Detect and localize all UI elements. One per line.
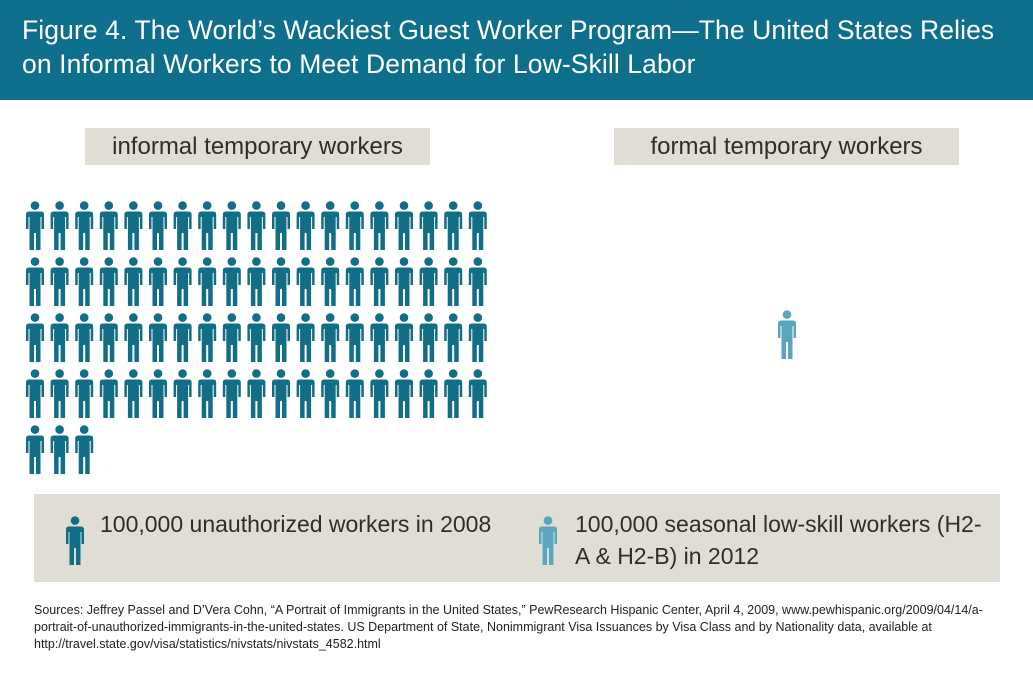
figure-title: Figure 4. The World’s Wackiest Guest Wor… xyxy=(22,15,995,79)
informal-worker-icon xyxy=(419,201,438,250)
informal-worker-icon xyxy=(26,257,44,306)
informal-worker-icon xyxy=(149,257,167,306)
informal-worker-icon xyxy=(370,313,389,362)
informal-worker-icon xyxy=(149,313,167,362)
informal-worker-icon xyxy=(395,313,413,362)
informal-worker-icon xyxy=(345,201,364,250)
informal-worker-icon xyxy=(444,257,463,306)
legend-text-formal: 100,000 seasonal low-skill workers (H2-A… xyxy=(575,511,982,569)
informal-worker-icon xyxy=(50,313,69,362)
informal-worker-icon xyxy=(247,257,266,306)
informal-worker-icon xyxy=(419,257,438,306)
informal-worker-icon xyxy=(345,257,364,306)
informal-worker-icon xyxy=(50,425,69,474)
informal-worker-icon xyxy=(50,201,69,250)
formal-group-label: formal temporary workers xyxy=(614,128,959,165)
informal-worker-icon xyxy=(468,201,487,250)
informal-worker-icon xyxy=(222,257,241,306)
informal-worker-icon xyxy=(173,257,192,306)
informal-worker-icon xyxy=(370,369,389,418)
informal-worker-icon xyxy=(124,369,143,418)
informal-worker-icon xyxy=(419,369,438,418)
informal-worker-icon xyxy=(222,369,241,418)
informal-worker-icon xyxy=(296,313,315,362)
informal-worker-icon xyxy=(468,313,487,362)
informal-worker-icon xyxy=(321,313,340,362)
informal-worker-icon xyxy=(370,201,389,250)
legend-box: 100,000 unauthorized workers in 2008 100… xyxy=(34,494,1000,582)
informal-worker-icon xyxy=(272,313,290,362)
informal-worker-icon xyxy=(345,313,364,362)
informal-worker-icon xyxy=(272,369,290,418)
informal-worker-icon xyxy=(198,257,217,306)
formal-worker-icon xyxy=(539,516,557,565)
formal-worker-icon xyxy=(778,310,796,359)
informal-worker-icon xyxy=(247,313,266,362)
informal-worker-icon xyxy=(75,313,94,362)
informal-worker-icon xyxy=(149,369,167,418)
informal-worker-icon xyxy=(124,201,143,250)
pictogram-chart xyxy=(26,201,796,474)
informal-worker-icon xyxy=(50,369,69,418)
informal-worker-icon xyxy=(173,313,192,362)
informal-worker-icon xyxy=(173,201,192,250)
informal-worker-icon xyxy=(222,201,241,250)
informal-worker-icon xyxy=(272,201,290,250)
informal-worker-icon xyxy=(75,425,94,474)
informal-worker-icon xyxy=(75,201,94,250)
informal-worker-icon xyxy=(370,257,389,306)
informal-worker-icon xyxy=(222,313,241,362)
informal-worker-icon xyxy=(296,201,315,250)
legend-text-informal: 100,000 unauthorized workers in 2008 xyxy=(100,511,492,537)
informal-worker-icon xyxy=(124,257,143,306)
informal-worker-icon xyxy=(26,425,44,474)
informal-worker-icon xyxy=(395,369,413,418)
informal-worker-icon xyxy=(124,313,143,362)
informal-worker-icon xyxy=(395,257,413,306)
informal-worker-icon xyxy=(321,257,340,306)
informal-worker-icon xyxy=(444,313,463,362)
informal-worker-icon xyxy=(50,257,69,306)
informal-worker-icon xyxy=(395,201,413,250)
informal-worker-icon xyxy=(99,313,118,362)
informal-worker-icon xyxy=(468,369,487,418)
informal-worker-icon xyxy=(444,369,463,418)
informal-worker-icon xyxy=(321,369,340,418)
informal-worker-icon xyxy=(198,369,217,418)
informal-worker-icon xyxy=(66,516,84,565)
informal-worker-icon xyxy=(26,201,44,250)
informal-worker-icon xyxy=(149,201,167,250)
informal-worker-icon xyxy=(99,257,118,306)
sources-note: Sources: Jeffrey Passel and D’Vera Cohn,… xyxy=(34,603,983,651)
informal-worker-icon xyxy=(26,313,44,362)
informal-worker-icon xyxy=(247,369,266,418)
informal-group-label: informal temporary workers xyxy=(85,128,430,165)
informal-worker-icon xyxy=(296,257,315,306)
informal-worker-icon xyxy=(173,369,192,418)
informal-worker-icon xyxy=(296,369,315,418)
informal-worker-icon xyxy=(419,313,438,362)
informal-worker-icon xyxy=(321,201,340,250)
informal-worker-icon xyxy=(272,257,290,306)
informal-worker-icon xyxy=(198,313,217,362)
informal-worker-icon xyxy=(468,257,487,306)
informal-worker-icon xyxy=(26,369,44,418)
informal-worker-icon xyxy=(75,369,94,418)
informal-worker-icon xyxy=(99,369,118,418)
informal-worker-icon xyxy=(198,201,217,250)
informal-worker-icon xyxy=(444,201,463,250)
informal-worker-icon xyxy=(75,257,94,306)
informal-worker-icon xyxy=(99,201,118,250)
informal-worker-icon xyxy=(345,369,364,418)
title-banner: Figure 4. The World’s Wackiest Guest Wor… xyxy=(0,0,1033,100)
informal-worker-icon xyxy=(247,201,266,250)
